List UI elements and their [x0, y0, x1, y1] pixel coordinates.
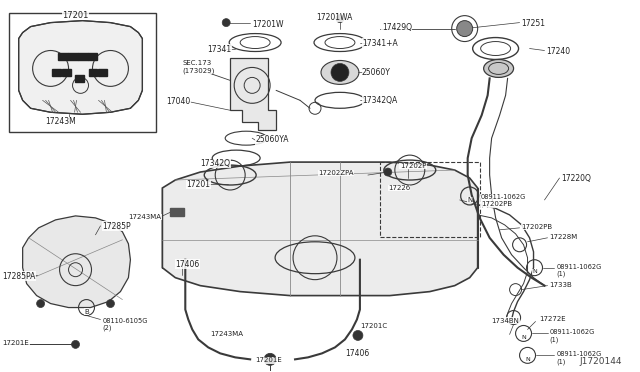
Polygon shape [22, 216, 131, 308]
Bar [77, 52, 88, 61]
Text: B: B [84, 308, 89, 315]
Text: 17202PB: 17202PB [482, 201, 513, 207]
Text: 17201E: 17201E [255, 357, 282, 363]
Text: N: N [521, 335, 526, 340]
Text: 17243MA: 17243MA [210, 331, 243, 337]
Text: 17201E: 17201E [3, 340, 29, 346]
Text: 25060Y: 25060Y [362, 68, 391, 77]
Text: 17220Q: 17220Q [561, 174, 591, 183]
Circle shape [384, 168, 392, 176]
Text: 17429Q: 17429Q [382, 23, 412, 32]
Text: N: N [467, 197, 472, 203]
Text: 17341+A: 17341+A [362, 39, 397, 48]
Text: 17226: 17226 [388, 185, 410, 191]
Text: 17240: 17240 [547, 46, 571, 55]
Circle shape [457, 20, 473, 36]
Ellipse shape [321, 61, 359, 84]
Bar [52, 70, 61, 76]
Polygon shape [163, 162, 477, 296]
Text: 1734BN: 1734BN [492, 318, 520, 324]
Text: 17202PB: 17202PB [522, 224, 553, 230]
Bar [68, 52, 77, 61]
Bar [170, 208, 184, 216]
Circle shape [72, 340, 79, 349]
Circle shape [222, 19, 230, 26]
Text: 17202P: 17202P [400, 163, 426, 169]
Text: 17201C: 17201C [360, 324, 387, 330]
FancyBboxPatch shape [9, 13, 156, 132]
Circle shape [336, 15, 344, 23]
Bar [99, 70, 108, 76]
Bar [74, 76, 83, 82]
Text: 17272E: 17272E [540, 315, 566, 321]
Text: 17406: 17406 [175, 260, 200, 269]
Text: SEC.173
(173029): SEC.173 (173029) [182, 61, 214, 74]
Text: 17201WA: 17201WA [316, 13, 353, 22]
Text: 17202ZPA: 17202ZPA [318, 170, 353, 176]
Bar [61, 70, 70, 76]
Text: 17406: 17406 [345, 349, 369, 358]
Bar [88, 52, 97, 61]
Text: N: N [525, 357, 530, 362]
Text: 1733B: 1733B [550, 282, 572, 288]
Text: 17285P: 17285P [102, 222, 131, 231]
Text: 17341: 17341 [207, 45, 232, 54]
Text: N: N [532, 269, 537, 274]
Polygon shape [19, 20, 142, 114]
Ellipse shape [484, 60, 513, 77]
Circle shape [264, 353, 276, 365]
Text: J1720144: J1720144 [579, 357, 622, 366]
Text: 08110-6105G
(2): 08110-6105G (2) [102, 318, 148, 331]
Text: 17285PA: 17285PA [3, 272, 36, 281]
Circle shape [106, 299, 115, 308]
Text: 17251: 17251 [522, 19, 545, 28]
Circle shape [36, 299, 45, 308]
Text: 17201: 17201 [186, 180, 211, 189]
Text: 17243M: 17243M [45, 117, 76, 126]
Text: 17228M: 17228M [550, 234, 578, 240]
Text: 08911-1062G
(1): 08911-1062G (1) [481, 194, 526, 208]
Circle shape [331, 64, 349, 81]
Text: 17040: 17040 [166, 97, 191, 106]
Polygon shape [230, 58, 276, 130]
Text: 17201W: 17201W [252, 20, 284, 29]
Text: 17243MA: 17243MA [129, 214, 161, 220]
Text: 17342QA: 17342QA [362, 96, 397, 105]
Text: 08911-1062G
(1): 08911-1062G (1) [557, 264, 602, 277]
Circle shape [353, 330, 363, 340]
Text: 17342Q: 17342Q [200, 159, 230, 168]
Text: 08911-1062G
(1): 08911-1062G (1) [550, 330, 595, 343]
Bar [58, 52, 68, 61]
Text: 25060YA: 25060YA [255, 135, 289, 144]
Text: 17201: 17201 [63, 11, 89, 20]
Text: 08911-1062G
(1): 08911-1062G (1) [557, 352, 602, 365]
Bar [88, 70, 97, 76]
